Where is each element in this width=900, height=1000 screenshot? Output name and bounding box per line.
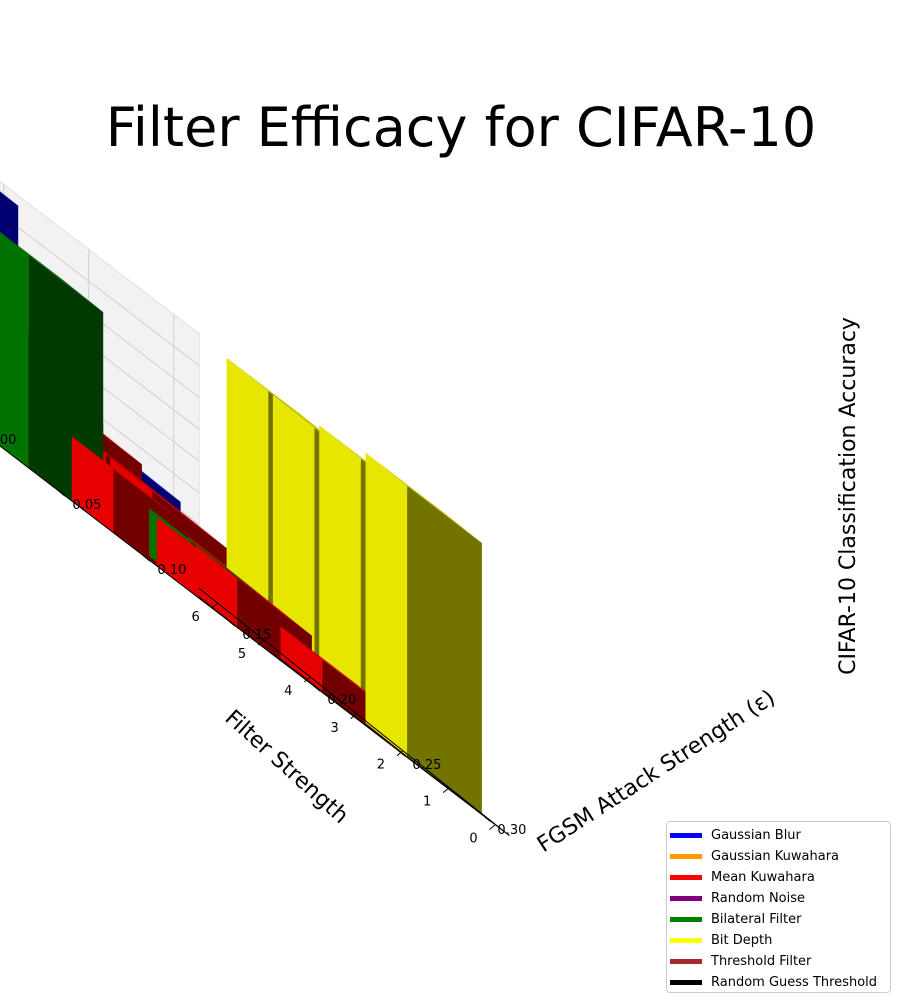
x-tick-label: 2 — [377, 758, 385, 773]
y-tick-label: 0.25 — [412, 758, 441, 773]
bar-face-right — [365, 452, 408, 757]
legend-swatch — [670, 854, 702, 859]
bar-face-right — [272, 394, 315, 683]
chart-title: Filter Efficacy for CIFAR-10 — [106, 96, 816, 159]
bar-bit-depth — [365, 452, 482, 814]
z-axis-label: CIFAR-10 Classification Accuracy — [836, 317, 861, 675]
x-tick-label: 4 — [284, 684, 292, 699]
legend-swatch — [670, 875, 702, 880]
legend-swatch — [670, 959, 702, 964]
x-axis-line — [198, 587, 510, 836]
x-tick-label: 5 — [238, 647, 246, 662]
x-tick-mark — [211, 602, 219, 609]
bar-face-right — [195, 545, 238, 627]
legend-item: Random Noise — [667, 888, 890, 909]
legend-label: Random Noise — [711, 891, 806, 906]
bar-face-right — [0, 232, 29, 468]
x-tick-mark — [396, 750, 404, 757]
bar-face-right — [226, 357, 269, 646]
bar-face-right — [156, 517, 199, 598]
x-tick-label: 3 — [330, 721, 338, 736]
x-tick-label: 6 — [192, 610, 200, 625]
legend-swatch — [670, 896, 702, 901]
legend-item: Gaussian Blur — [667, 825, 890, 846]
bar-face-top — [110, 457, 227, 549]
y-tick-label: 0.00 — [0, 433, 16, 448]
y-tick-label: 0.20 — [327, 693, 356, 708]
bar-face-right — [280, 626, 323, 692]
legend-label: Gaussian Blur — [711, 828, 801, 843]
bar-face-top — [195, 545, 312, 636]
y-tick-label: 0.05 — [72, 498, 101, 513]
chart-legend: Gaussian Blur Gaussian Kuwahara Mean Kuwah… — [666, 821, 891, 993]
bar-face-top — [0, 231, 104, 313]
x-tick-label: 0 — [469, 832, 477, 847]
x-tick-mark — [489, 824, 496, 830]
legend-swatch — [670, 980, 702, 985]
legend-label: Gaussian Kuwahara — [711, 849, 840, 864]
legend-item: Bilateral Filter — [667, 909, 890, 930]
bar-face-top — [71, 436, 189, 527]
legend-item: Mean Kuwahara — [667, 867, 890, 888]
bars-group — [0, 191, 482, 814]
legend-swatch — [670, 938, 702, 943]
legend-label: Bilateral Filter — [711, 912, 802, 927]
bar-face-top — [365, 452, 482, 543]
y-tick-label: 0.10 — [157, 563, 186, 578]
y-tick-label: 0.15 — [242, 628, 271, 643]
bar-face-left — [407, 485, 482, 814]
bar-face-top — [0, 191, 19, 206]
x-tick-label: 1 — [423, 795, 431, 810]
y-tick-label: 0.30 — [497, 823, 526, 838]
legend-label: Random Guess Threshold — [711, 975, 878, 990]
axes-group: 01234560.000.050.100.150.200.250.300.00.… — [0, 433, 526, 847]
legend-item: Bit Depth — [667, 930, 890, 951]
x-tick-mark — [303, 676, 311, 683]
bar-face-top — [226, 357, 343, 449]
bar-face-top — [149, 508, 266, 599]
y-axis-line — [0, 445, 510, 836]
bar-face-right — [71, 436, 114, 533]
legend-swatch — [670, 917, 702, 922]
bar-face-right — [319, 425, 361, 720]
legend-swatch — [670, 833, 702, 838]
legend-label: Bit Depth — [711, 933, 773, 948]
legend-item: Random Guess Threshold — [667, 972, 890, 993]
legend-item: Gaussian Kuwahara — [667, 846, 890, 867]
legend-item: Threshold Filter — [667, 951, 890, 972]
legend-label: Threshold Filter — [711, 954, 812, 969]
legend-label: Mean Kuwahara — [711, 870, 815, 885]
